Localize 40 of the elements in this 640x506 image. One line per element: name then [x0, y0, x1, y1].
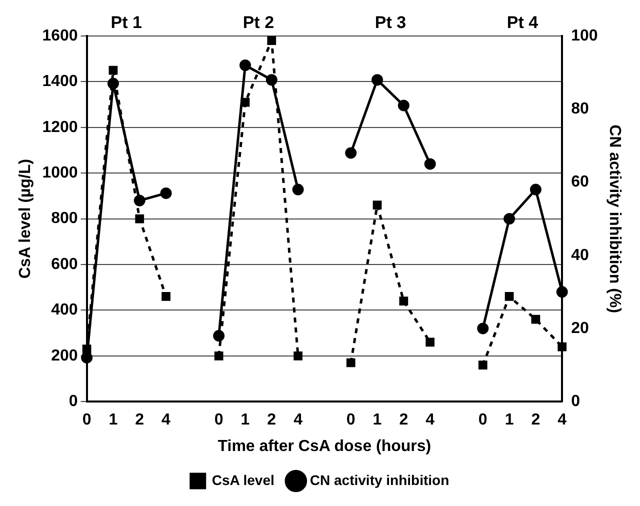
- y-tick-label: 1200: [42, 118, 78, 136]
- x-tick-label: 2: [531, 412, 540, 429]
- y-tick-label: 0: [68, 393, 78, 410]
- text: Pt 4: [506, 13, 539, 32]
- legend-label: CsA level: [212, 472, 274, 488]
- y2-tick-label: 0: [571, 393, 580, 410]
- x-tick-label: 1: [504, 412, 514, 429]
- x-axis-title: Time after CsA dose (hours): [218, 438, 432, 455]
- y2-tick-label: 100: [571, 27, 598, 44]
- y-tick-label: 1600: [42, 27, 78, 44]
- x-tick-label: 4: [162, 412, 171, 429]
- x-tick-label: 4: [294, 412, 303, 429]
- legend-label: CN activity inhibition: [310, 472, 450, 488]
- y2-axis-title: CN activity inhibition (%): [606, 124, 623, 314]
- text: Pt 1: [110, 13, 142, 32]
- y-tick-label: 600: [51, 256, 78, 273]
- x-tick-label: 0: [478, 412, 488, 429]
- x-tick-label: 0: [214, 412, 224, 429]
- y-tick-label: 1400: [42, 73, 78, 90]
- y2-tick-label: 20: [571, 320, 590, 337]
- y-tick-label: 800: [51, 210, 78, 228]
- x-tick-label: 4: [558, 412, 567, 429]
- text: Pt 2: [242, 13, 274, 32]
- x-tick-label: 1: [240, 412, 250, 429]
- x-tick-label: 0: [346, 412, 356, 429]
- x-tick-label: 2: [267, 412, 276, 429]
- x-tick-label: 0: [82, 412, 92, 429]
- y2-tick-label: 60: [571, 174, 590, 191]
- y-tick-label: 400: [51, 302, 78, 319]
- x-tick-label: 1: [108, 412, 118, 429]
- x-tick-label: 2: [135, 412, 144, 429]
- y-tick-label: 200: [51, 347, 78, 364]
- x-tick-label: 4: [426, 412, 435, 429]
- x-tick-label: 1: [372, 412, 382, 429]
- y2-tick-label: 40: [571, 246, 590, 264]
- x-tick-label: 2: [399, 412, 408, 429]
- text: Pt 3: [374, 13, 406, 32]
- y-tick-label: 1000: [42, 164, 78, 182]
- y2-tick-label: 80: [571, 100, 590, 118]
- y-axis-title: CsA level (µg/L): [17, 158, 34, 279]
